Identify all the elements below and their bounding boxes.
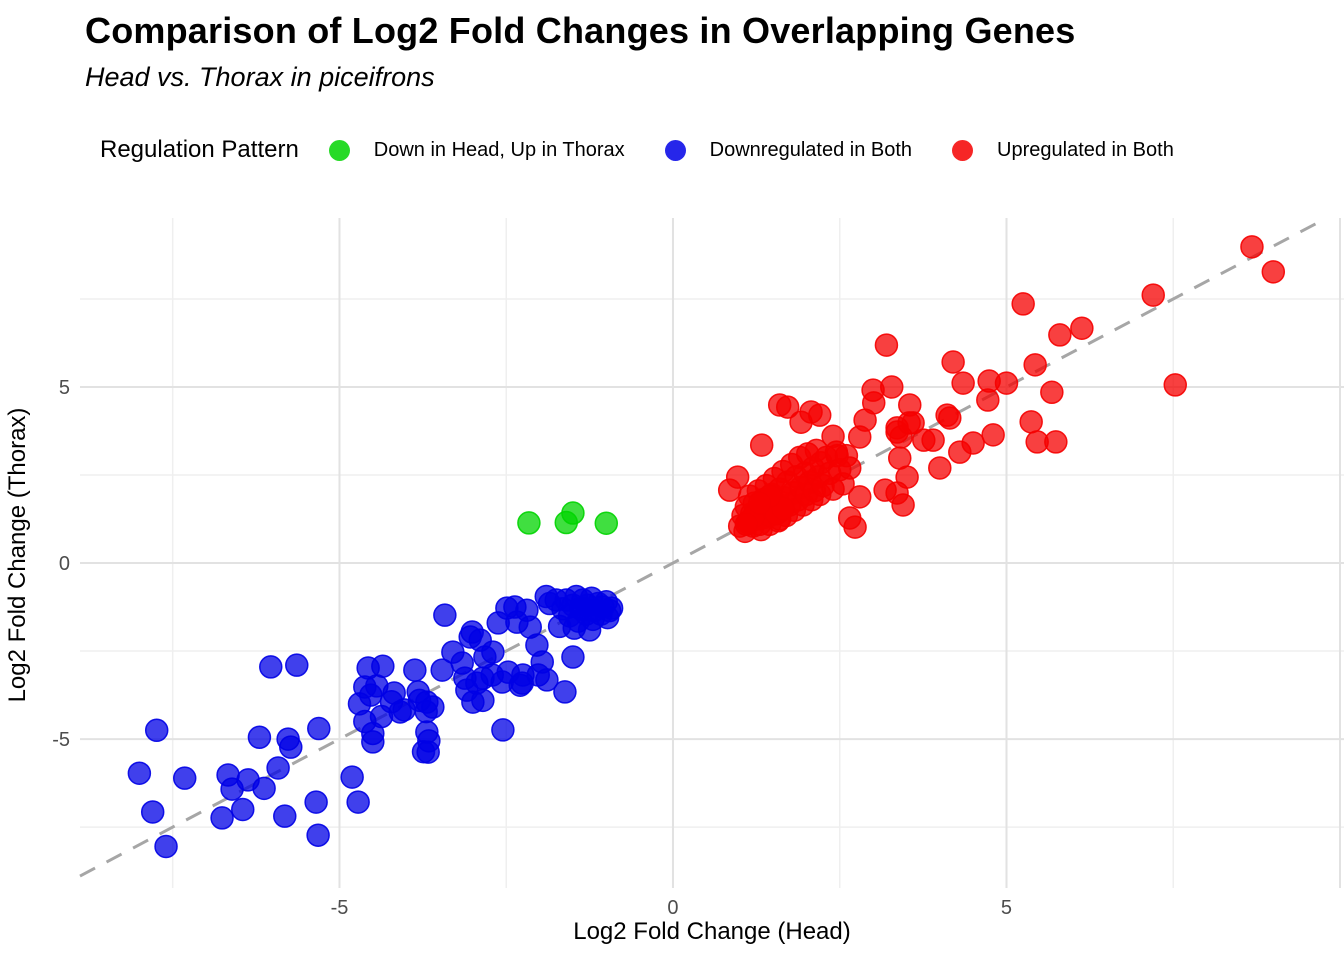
data-point-upregulated-in-both bbox=[1141, 283, 1165, 307]
red-dot-icon bbox=[952, 139, 974, 161]
data-point-downregulated-in-both bbox=[416, 740, 440, 764]
data-point-downregulated-in-both bbox=[247, 725, 272, 750]
data-point-upregulated-in-both bbox=[734, 512, 759, 537]
data-point-upregulated-in-both bbox=[1019, 410, 1043, 434]
x-tick-label: 0 bbox=[667, 897, 678, 919]
data-point-upregulated-in-both bbox=[847, 485, 872, 509]
data-point-upregulated-in-both bbox=[1040, 380, 1064, 405]
data-point-downregulated-in-both bbox=[534, 584, 558, 609]
data-point-downregulated-in-both bbox=[553, 680, 577, 704]
data-point-downregulated-in-both bbox=[421, 695, 445, 719]
data-point-down-in-head-up-in-thorax bbox=[517, 511, 541, 535]
data-point-downregulated-in-both bbox=[279, 735, 303, 759]
data-point-downregulated-in-both bbox=[259, 655, 283, 679]
data-point-upregulated-in-both bbox=[981, 423, 1005, 447]
data-point-downregulated-in-both bbox=[577, 618, 602, 642]
data-point-upregulated-in-both bbox=[837, 506, 862, 530]
data-point-upregulated-in-both bbox=[880, 375, 904, 399]
legend-item-label: Upregulated in Both bbox=[997, 138, 1174, 161]
legend: Regulation Pattern Down in Head, Up in T… bbox=[100, 136, 1214, 164]
data-point-upregulated-in-both bbox=[1163, 373, 1187, 397]
blue-dot-icon bbox=[664, 139, 686, 161]
y-tick-label: 0 bbox=[59, 553, 70, 575]
x-tick-label: 5 bbox=[1001, 897, 1012, 919]
data-point-downregulated-in-both bbox=[481, 640, 505, 664]
data-point-upregulated-in-both bbox=[941, 350, 965, 374]
data-point-upregulated-in-both bbox=[921, 428, 945, 452]
data-point-downregulated-in-both bbox=[346, 790, 370, 814]
data-point-upregulated-in-both bbox=[961, 431, 985, 455]
data-point-downregulated-in-both bbox=[450, 651, 474, 675]
green-dot-icon bbox=[328, 139, 350, 161]
data-point-downregulated-in-both bbox=[231, 797, 255, 822]
legend-title: Regulation Pattern bbox=[100, 136, 299, 163]
data-point-downregulated-in-both bbox=[371, 654, 395, 678]
data-point-downregulated-in-both bbox=[306, 823, 330, 847]
data-point-downregulated-in-both bbox=[460, 620, 484, 644]
data-point-downregulated-in-both bbox=[388, 700, 412, 724]
data-point-upregulated-in-both bbox=[891, 493, 915, 517]
identity-reference-line bbox=[79, 216, 1328, 878]
chart-subtitle: Head vs. Thorax in piceifrons bbox=[85, 62, 435, 92]
y-tick-label: 5 bbox=[59, 377, 70, 399]
data-point-upregulated-in-both bbox=[789, 410, 813, 434]
data-point-upregulated-in-both bbox=[951, 371, 975, 395]
legend-item-downregulated-both: Downregulated in Both bbox=[664, 138, 913, 162]
data-point-upregulated-in-both bbox=[1070, 316, 1094, 340]
data-point-downregulated-in-both bbox=[471, 688, 495, 713]
data-point-downregulated-in-both bbox=[154, 834, 178, 859]
data-point-upregulated-in-both bbox=[897, 411, 921, 435]
data-point-down-in-head-up-in-thorax bbox=[561, 501, 585, 525]
data-point-upregulated-in-both bbox=[1048, 323, 1072, 347]
data-point-downregulated-in-both bbox=[210, 806, 234, 830]
data-point-upregulated-in-both bbox=[1011, 292, 1035, 316]
legend-item-label: Down in Head, Up in Thorax bbox=[373, 138, 625, 161]
data-point-downregulated-in-both bbox=[140, 800, 165, 824]
data-point-downregulated-in-both bbox=[403, 658, 427, 682]
data-point-downregulated-in-both bbox=[415, 720, 439, 744]
data-point-downregulated-in-both bbox=[266, 756, 290, 780]
y-axis-title: Log2 Fold Change (Thorax) bbox=[4, 407, 31, 703]
data-point-upregulated-in-both bbox=[873, 478, 897, 502]
data-point-downregulated-in-both bbox=[307, 716, 331, 741]
legend-item-down-head-up-thorax: Down in Head, Up in Thorax bbox=[328, 138, 625, 162]
data-point-downregulated-in-both bbox=[144, 718, 169, 743]
legend-item-label: Downregulated in Both bbox=[709, 138, 913, 161]
data-point-upregulated-in-both bbox=[847, 425, 872, 449]
data-point-upregulated-in-both bbox=[874, 333, 899, 357]
data-point-upregulated-in-both bbox=[976, 388, 1000, 412]
legend-item-upregulated-both: Upregulated in Both bbox=[952, 139, 1174, 162]
data-point-downregulated-in-both bbox=[172, 766, 197, 790]
data-point-upregulated-in-both bbox=[1240, 235, 1264, 259]
data-point-upregulated-in-both bbox=[935, 403, 959, 427]
data-point-upregulated-in-both bbox=[749, 433, 774, 457]
chart-title: Comparison of Log2 Fold Changes in Overl… bbox=[85, 10, 1076, 51]
data-point-upregulated-in-both bbox=[747, 491, 772, 515]
data-point-upregulated-in-both bbox=[1044, 430, 1068, 454]
data-point-downregulated-in-both bbox=[561, 645, 585, 669]
data-point-downregulated-in-both bbox=[599, 596, 624, 620]
data-point-downregulated-in-both bbox=[273, 804, 297, 828]
x-tick-label: -5 bbox=[331, 897, 349, 919]
data-point-downregulated-in-both bbox=[340, 765, 364, 789]
x-axis-title: Log2 Fold Change (Head) bbox=[573, 918, 851, 945]
data-point-downregulated-in-both bbox=[361, 730, 385, 754]
data-point-downregulated-in-both bbox=[304, 790, 328, 814]
data-point-downregulated-in-both bbox=[127, 761, 152, 785]
data-point-downregulated-in-both bbox=[491, 718, 515, 742]
data-point-downregulated-in-both bbox=[285, 653, 309, 677]
y-tick-label: -5 bbox=[52, 729, 70, 751]
data-point-downregulated-in-both bbox=[433, 603, 457, 627]
data-point-upregulated-in-both bbox=[717, 478, 742, 502]
data-point-upregulated-in-both bbox=[767, 393, 792, 417]
data-point-upregulated-in-both bbox=[928, 456, 952, 480]
data-point-down-in-head-up-in-thorax bbox=[594, 511, 619, 535]
data-point-upregulated-in-both bbox=[837, 456, 862, 480]
data-point-downregulated-in-both bbox=[535, 668, 559, 692]
data-point-upregulated-in-both bbox=[1261, 260, 1286, 284]
data-point-downregulated-in-both bbox=[252, 776, 276, 801]
data-point-upregulated-in-both bbox=[1023, 353, 1047, 377]
